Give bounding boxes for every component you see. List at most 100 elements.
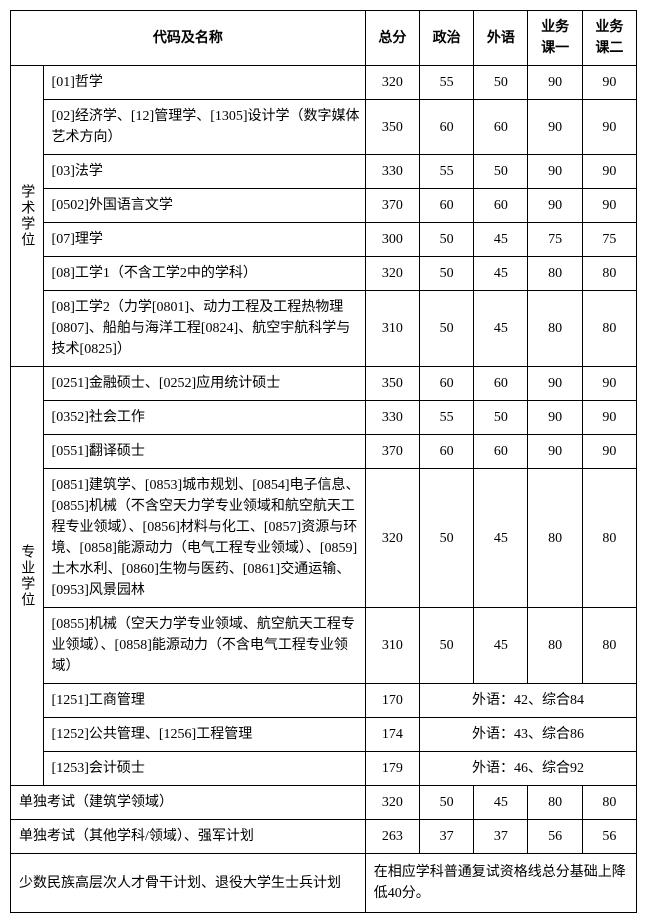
row-total: 300 <box>365 223 419 257</box>
row-c4: 80 <box>582 291 636 367</box>
row-name: [03]法学 <box>43 155 365 189</box>
header-prof1: 业务 课一 <box>528 11 582 66</box>
row-total: 170 <box>365 684 419 718</box>
row-c4: 56 <box>582 820 636 854</box>
header-prof2: 业务 课二 <box>582 11 636 66</box>
header-code-name: 代码及名称 <box>11 11 366 66</box>
row-c2: 50 <box>474 155 528 189</box>
score-table: 代码及名称 总分 政治 外语 业务 课一 业务 课二 学术学位 [01]哲学 3… <box>10 10 637 913</box>
row-c3: 90 <box>528 155 582 189</box>
table-row: 专业学位 [0251]金融硕士、[0252]应用统计硕士 350 60 60 9… <box>11 367 637 401</box>
row-c4: 80 <box>582 608 636 684</box>
table-row: 单独考试（建筑学领域） 320 50 45 80 80 <box>11 786 637 820</box>
row-name: [1253]会计硕士 <box>43 752 365 786</box>
table-row: [0551]翻译硕士 370 60 60 90 90 <box>11 435 637 469</box>
row-name: [08]工学1（不含工学2中的学科） <box>43 257 365 291</box>
row-name: 单独考试（建筑学领域） <box>11 786 366 820</box>
table-row: [02]经济学、[12]管理学、[1305]设计学（数字媒体艺术方向） 350 … <box>11 100 637 155</box>
row-c1: 60 <box>420 367 474 401</box>
row-c3: 56 <box>528 820 582 854</box>
row-name: [08]工学2（力学[0801]、动力工程及工程热物理[0807]、船舶与海洋工… <box>43 291 365 367</box>
row-c4: 90 <box>582 367 636 401</box>
row-c2: 45 <box>474 786 528 820</box>
row-total: 263 <box>365 820 419 854</box>
row-total: 320 <box>365 469 419 608</box>
row-name: [0855]机械（空天力学专业领域、航空航天工程专业领域）、[0858]能源动力… <box>43 608 365 684</box>
row-c1: 37 <box>420 820 474 854</box>
row-c2: 45 <box>474 608 528 684</box>
row-name: [0502]外国语言文学 <box>43 189 365 223</box>
row-c2: 45 <box>474 291 528 367</box>
row-total: 179 <box>365 752 419 786</box>
row-name: [01]哲学 <box>43 66 365 100</box>
row-name: [0352]社会工作 <box>43 401 365 435</box>
row-c1: 50 <box>420 257 474 291</box>
row-total: 320 <box>365 257 419 291</box>
row-merged: 外语：46、综合92 <box>420 752 637 786</box>
header-total: 总分 <box>365 11 419 66</box>
row-c1: 60 <box>420 435 474 469</box>
row-c3: 90 <box>528 401 582 435</box>
table-row: [0851]建筑学、[0853]城市规划、[0854]电子信息、[0855]机械… <box>11 469 637 608</box>
row-merged: 外语：43、综合86 <box>420 718 637 752</box>
row-total: 310 <box>365 291 419 367</box>
footer-left: 少数民族高层次人才骨干计划、退役大学生士兵计划 <box>11 854 366 913</box>
row-c2: 50 <box>474 401 528 435</box>
table-row: [08]工学2（力学[0801]、动力工程及工程热物理[0807]、船舶与海洋工… <box>11 291 637 367</box>
row-c1: 55 <box>420 155 474 189</box>
row-c4: 80 <box>582 469 636 608</box>
table-row: [1251]工商管理 170 外语：42、综合84 <box>11 684 637 718</box>
table-row: 单独考试（其他学科/领域）、强军计划 263 37 37 56 56 <box>11 820 637 854</box>
row-c3: 75 <box>528 223 582 257</box>
row-c1: 55 <box>420 66 474 100</box>
row-c4: 90 <box>582 435 636 469</box>
row-total: 370 <box>365 435 419 469</box>
row-total: 310 <box>365 608 419 684</box>
footer-right: 在相应学科普通复试资格线总分基础上降低40分。 <box>365 854 636 913</box>
row-c4: 75 <box>582 223 636 257</box>
row-c4: 90 <box>582 66 636 100</box>
row-c4: 80 <box>582 786 636 820</box>
table-row: [1252]公共管理、[1256]工程管理 174 外语：43、综合86 <box>11 718 637 752</box>
row-merged: 外语：42、综合84 <box>420 684 637 718</box>
row-c3: 80 <box>528 469 582 608</box>
row-c1: 50 <box>420 608 474 684</box>
row-name: [02]经济学、[12]管理学、[1305]设计学（数字媒体艺术方向） <box>43 100 365 155</box>
row-c1: 60 <box>420 100 474 155</box>
row-c1: 50 <box>420 786 474 820</box>
row-c4: 90 <box>582 401 636 435</box>
row-c1: 50 <box>420 469 474 608</box>
row-total: 320 <box>365 66 419 100</box>
group-title: 专业学位 <box>11 367 44 786</box>
row-c1: 50 <box>420 223 474 257</box>
group-title: 学术学位 <box>11 66 44 367</box>
footer-row: 少数民族高层次人才骨干计划、退役大学生士兵计划 在相应学科普通复试资格线总分基础… <box>11 854 637 913</box>
row-total: 174 <box>365 718 419 752</box>
table-row: [08]工学1（不含工学2中的学科） 320 50 45 80 80 <box>11 257 637 291</box>
row-total: 350 <box>365 367 419 401</box>
table-row: [0352]社会工作 330 55 50 90 90 <box>11 401 637 435</box>
header-foreign: 外语 <box>474 11 528 66</box>
row-c2: 60 <box>474 367 528 401</box>
row-c2: 45 <box>474 469 528 608</box>
row-c3: 80 <box>528 786 582 820</box>
row-c3: 90 <box>528 367 582 401</box>
table-row: [03]法学 330 55 50 90 90 <box>11 155 637 189</box>
row-name: [0551]翻译硕士 <box>43 435 365 469</box>
table-row: [0502]外国语言文学 370 60 60 90 90 <box>11 189 637 223</box>
row-c2: 45 <box>474 257 528 291</box>
row-c4: 90 <box>582 100 636 155</box>
row-c4: 90 <box>582 155 636 189</box>
row-c3: 90 <box>528 100 582 155</box>
row-total: 370 <box>365 189 419 223</box>
row-c3: 90 <box>528 435 582 469</box>
row-c2: 60 <box>474 189 528 223</box>
row-total: 330 <box>365 401 419 435</box>
row-c2: 37 <box>474 820 528 854</box>
row-c3: 80 <box>528 291 582 367</box>
table-row: [1253]会计硕士 179 外语：46、综合92 <box>11 752 637 786</box>
row-c2: 60 <box>474 100 528 155</box>
row-name: [1252]公共管理、[1256]工程管理 <box>43 718 365 752</box>
row-total: 350 <box>365 100 419 155</box>
row-c2: 50 <box>474 66 528 100</box>
